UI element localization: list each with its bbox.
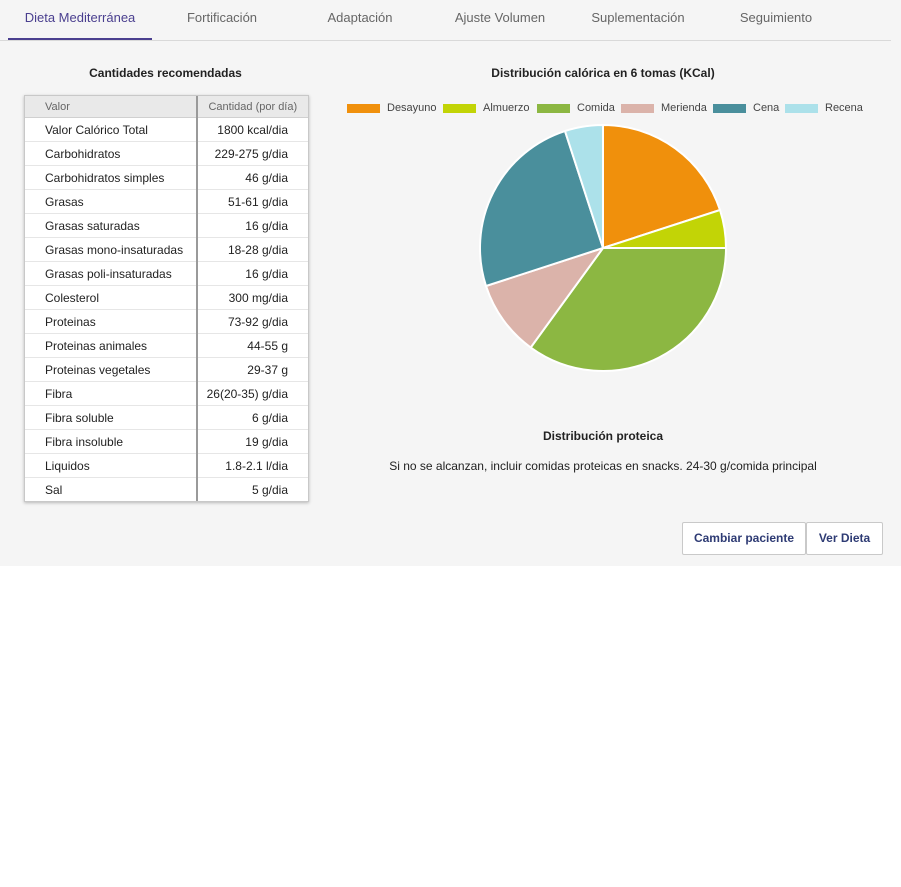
change-patient-button[interactable]: Cambiar paciente [682,522,806,555]
row-value: 18-28 g/dia [195,237,308,262]
row-value: 73-92 g/dia [195,309,308,334]
pie-slice-merienda[interactable] [484,246,606,349]
legend-label: Cena [753,102,780,114]
legend-swatch [443,104,476,113]
row-value: 300 mg/dia [195,285,308,310]
tab-fortificacion[interactable]: Fortificación [186,10,258,25]
legend-label: Comida [577,102,615,114]
row-name: Grasas saturadas [25,213,197,238]
pie-slice-comida[interactable] [529,247,728,372]
legend-swatch [713,104,746,113]
table-row: Grasas mono-insaturadas 18-28 g/dia [25,237,308,262]
chart-title: Distribución calórica en 6 tomas (KCal) [491,66,715,80]
row-value: 44-55 g [195,333,308,358]
app-panel: Dieta Mediterránea Fortificación Adaptac… [0,0,891,555]
row-value: 16 g/dia [195,213,308,238]
tab-ajuste-volumen[interactable]: Ajuste Volumen [454,10,546,25]
calorie-pie-chart [479,123,728,372]
row-name: Proteinas [25,309,197,334]
row-value: 29-37 g [195,357,308,382]
row-name: Valor Calórico Total [25,117,197,142]
view-diet-button[interactable]: Ver Dieta [806,522,883,555]
table-row: Proteinas vegetales 29-37 g [25,357,308,382]
row-name: Grasas [25,189,197,214]
tab-dieta-mediterranea[interactable]: Dieta Mediterránea [8,0,152,40]
column-header-cantidad[interactable]: Cantidad (por día) [195,96,308,118]
legend-swatch [785,104,818,113]
legend-label: Almuerzo [483,102,530,114]
row-value: 26(20-35) g/dia [195,381,308,406]
tab-adaptacion[interactable]: Adaptación [327,10,393,25]
row-name: Proteinas vegetales [25,357,197,382]
table-row: Liquidos 1.8-2.1 l/dia [25,453,308,478]
table-row: Fibra 26(20-35) g/dia [25,381,308,406]
row-value: 51-61 g/dia [195,189,308,214]
row-name: Sal [45,482,63,497]
pie-slice-cena[interactable] [479,129,605,288]
row-value: 5 g/dia [195,477,308,501]
row-name: Fibra [25,381,197,406]
row-value: 19 g/dia [195,429,308,454]
legend-swatch [347,104,380,113]
protein-note: Si no se alcanzan, incluir comidas prote… [389,459,817,473]
row-name: Grasas mono-insaturadas [25,237,197,262]
row-name: Colesterol [25,285,197,310]
row-value: 1.8-2.1 l/dia [195,453,308,478]
table-row: Colesterol 300 mg/dia [25,285,308,310]
tab-suplementacion[interactable]: Suplementación [591,10,685,25]
row-name: Fibra soluble [25,405,197,430]
table-row: Carbohidratos 229-275 g/dia [25,141,308,166]
table-row: Valor Calórico Total 1800 kcal/dia [25,117,308,142]
row-name: Proteinas animales [25,333,197,358]
legend-label: Recena [825,102,863,114]
table-row: Proteinas animales 44-55 g [25,333,308,358]
table-title: Cantidades recomendadas [89,66,242,80]
recommended-amounts-table: Valor Cantidad (por día) Valor Calórico … [24,95,309,502]
table-row: Fibra insoluble 19 g/dia [25,429,308,454]
legend-swatch [537,104,570,113]
row-value: 16 g/dia [195,261,308,286]
row-name: Fibra insoluble [25,429,197,454]
table-row: Proteinas 73-92 g/dia [25,309,308,334]
row-name: Carbohidratos simples [25,165,197,190]
tab-bar: Dieta Mediterránea Fortificación Adaptac… [0,0,891,41]
row-value: 46 g/dia [195,165,308,190]
table-row: Grasas 51-61 g/dia [25,189,308,214]
table-row: Grasas poli-insaturadas 16 g/dia [25,261,308,286]
table-row: Fibra soluble 6 g/dia [25,405,308,430]
row-name: Grasas poli-insaturadas [25,261,197,286]
pie-slice-desayuno[interactable] [602,123,722,250]
row-value: 6 g/dia [195,405,308,430]
row-name: Carbohidratos [25,141,197,166]
column-header-valor[interactable]: Valor [25,96,197,118]
protein-title: Distribución proteica [542,429,664,443]
table-row: Carbohidratos simples 46 g/dia [25,165,308,190]
legend-label: Merienda [661,102,707,114]
pie-slice-recena[interactable] [563,123,604,249]
legend-swatch [621,104,654,113]
tab-seguimiento[interactable]: Seguimiento [739,10,813,25]
legend-label: Desayuno [387,102,437,114]
row-value: 1800 kcal/dia [195,117,308,142]
row-name: Liquidos [25,453,197,478]
table-row: Grasas saturadas 16 g/dia [25,213,308,238]
row-value: 229-275 g/dia [195,141,308,166]
table-row: Sal 5 g/dia [25,477,308,501]
